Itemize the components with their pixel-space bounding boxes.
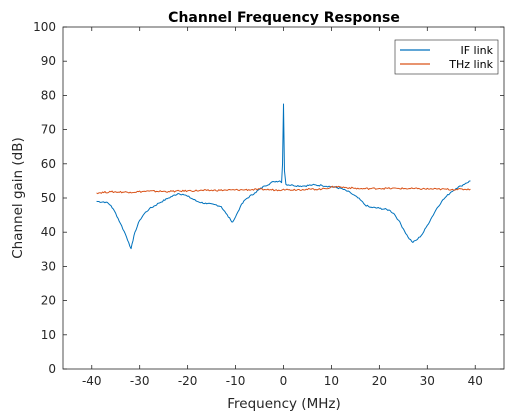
y-tick-label: 50 <box>41 191 56 205</box>
y-tick-label: 100 <box>33 20 56 34</box>
y-tick-label: 80 <box>41 88 56 102</box>
x-tick-label: -40 <box>82 374 102 388</box>
y-tick-label: 40 <box>41 225 56 239</box>
y-axis-ticks: 0 10 20 30 40 50 60 70 80 90 100 <box>33 20 504 376</box>
legend-entry-label: IF link <box>460 44 493 57</box>
x-tick-label: -20 <box>178 374 198 388</box>
x-tick-label: -10 <box>226 374 246 388</box>
x-tick-label: 20 <box>372 374 387 388</box>
series-layer <box>96 103 471 250</box>
y-tick-label: 90 <box>41 54 56 68</box>
y-tick-label: 20 <box>41 294 56 308</box>
legend-box <box>394 39 499 75</box>
plot-area <box>63 27 504 369</box>
y-axis-label: Channel gain (dB) <box>10 137 26 259</box>
x-axis-ticks: -40 -30 -20 -10 0 10 20 30 40 <box>82 27 483 388</box>
x-tick-label: 30 <box>420 374 435 388</box>
y-tick-label: 30 <box>41 259 56 273</box>
x-tick-label: -30 <box>130 374 150 388</box>
y-tick-label: 0 <box>48 362 56 376</box>
series-line-thz-link <box>96 185 471 195</box>
x-tick-label: 0 <box>280 374 288 388</box>
x-tick-label: 40 <box>468 374 483 388</box>
legend-entry-label: THz link <box>448 58 493 71</box>
y-tick-label: 10 <box>41 328 56 342</box>
y-tick-label: 60 <box>41 157 56 171</box>
y-tick-label: 70 <box>41 123 56 137</box>
x-tick-label: 10 <box>324 374 339 388</box>
x-axis-label: Frequency (MHz) <box>227 396 340 412</box>
chart-title: Channel Frequency Response <box>168 10 400 26</box>
series-line-if-link <box>96 103 471 250</box>
